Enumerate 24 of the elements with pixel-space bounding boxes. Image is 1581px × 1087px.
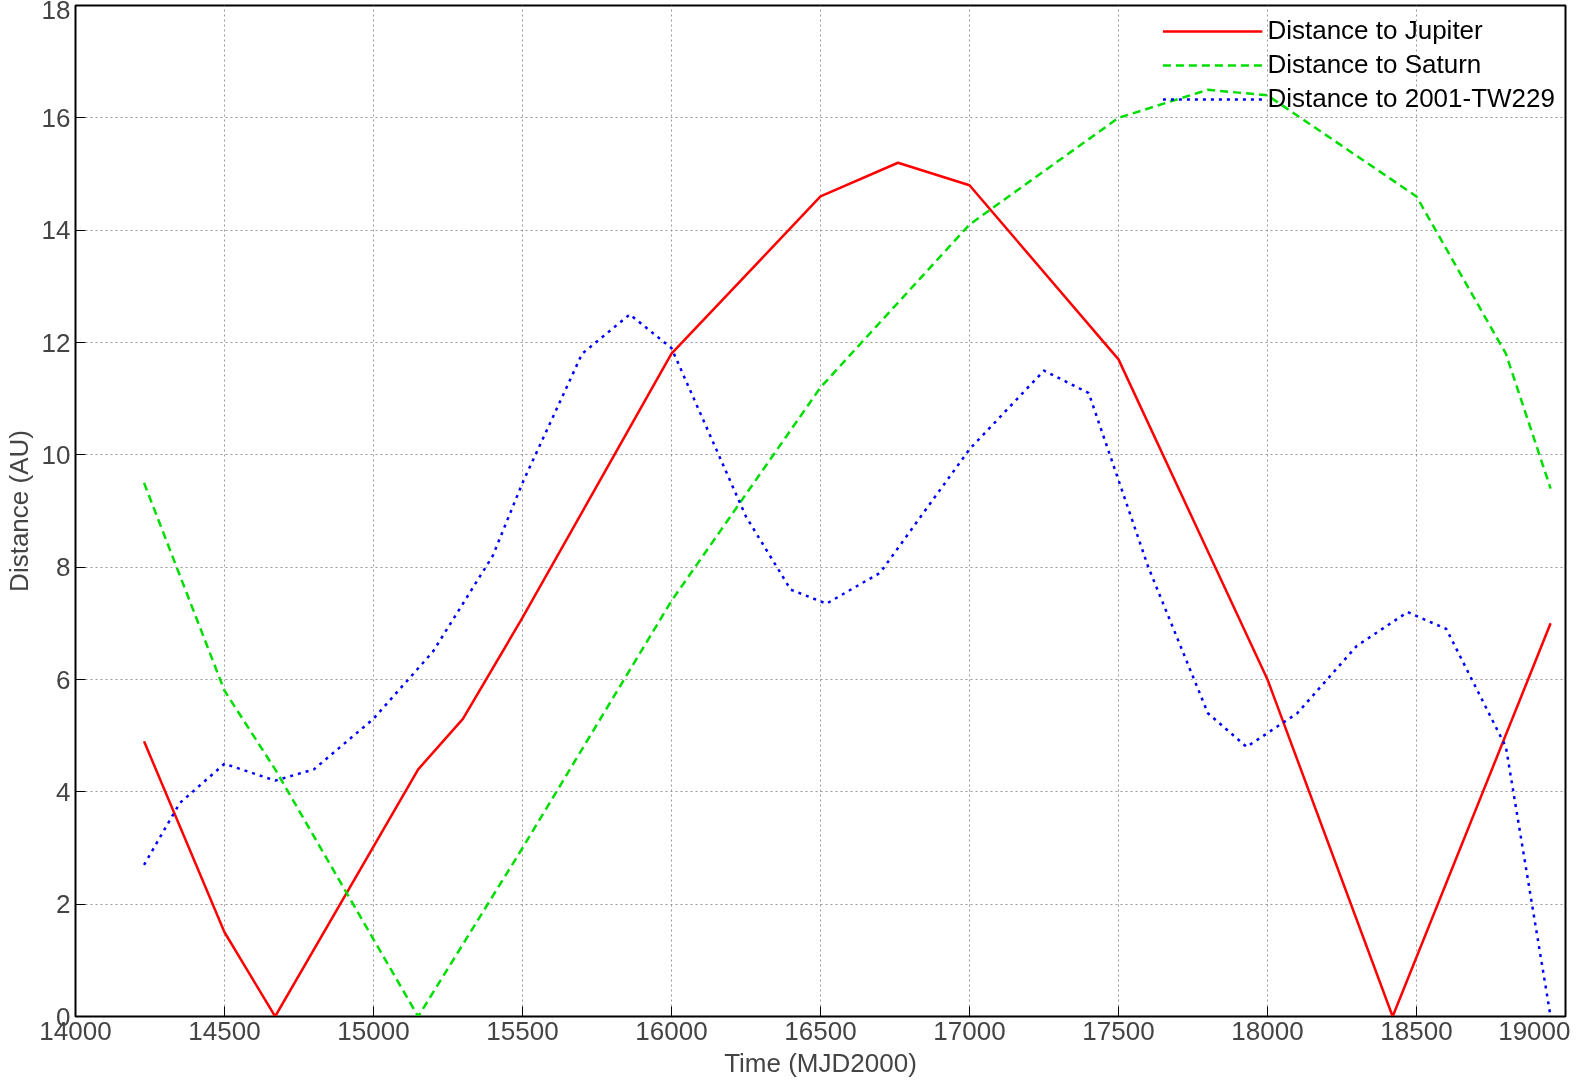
x-tick-label: 19000 <box>1498 1015 1571 1046</box>
x-tick-label: 15000 <box>337 1015 410 1046</box>
x-tick-label: 18500 <box>1380 1015 1453 1046</box>
x-tick-label: 14500 <box>188 1015 261 1046</box>
y-tick-label: 12 <box>41 327 71 358</box>
x-axis-title: Time (MJD2000) <box>724 1047 917 1078</box>
y-tick-label: 18 <box>41 0 71 25</box>
y-tick-label: 16 <box>41 102 71 133</box>
y-tick-label: 14 <box>41 215 71 246</box>
x-tick-label: 16000 <box>635 1015 708 1046</box>
x-tick-label: 17500 <box>1082 1015 1155 1046</box>
legend-label: Distance to 2001-TW229 <box>1267 83 1555 114</box>
x-tick-label: 15500 <box>486 1015 559 1046</box>
y-tick-label: 6 <box>56 664 71 695</box>
legend-label: Distance to Saturn <box>1267 49 1482 80</box>
y-tick-label: 2 <box>56 889 71 920</box>
y-axis-title: Distance (AU) <box>3 430 34 592</box>
y-tick-label: 4 <box>56 776 71 807</box>
x-tick-label: 18000 <box>1231 1015 1304 1046</box>
x-tick-label: 16500 <box>784 1015 857 1046</box>
legend-label: Distance to Jupiter <box>1267 15 1483 46</box>
x-tick-label: 17000 <box>933 1015 1006 1046</box>
y-tick-label: 10 <box>41 439 71 470</box>
y-tick-label: 8 <box>56 552 71 583</box>
